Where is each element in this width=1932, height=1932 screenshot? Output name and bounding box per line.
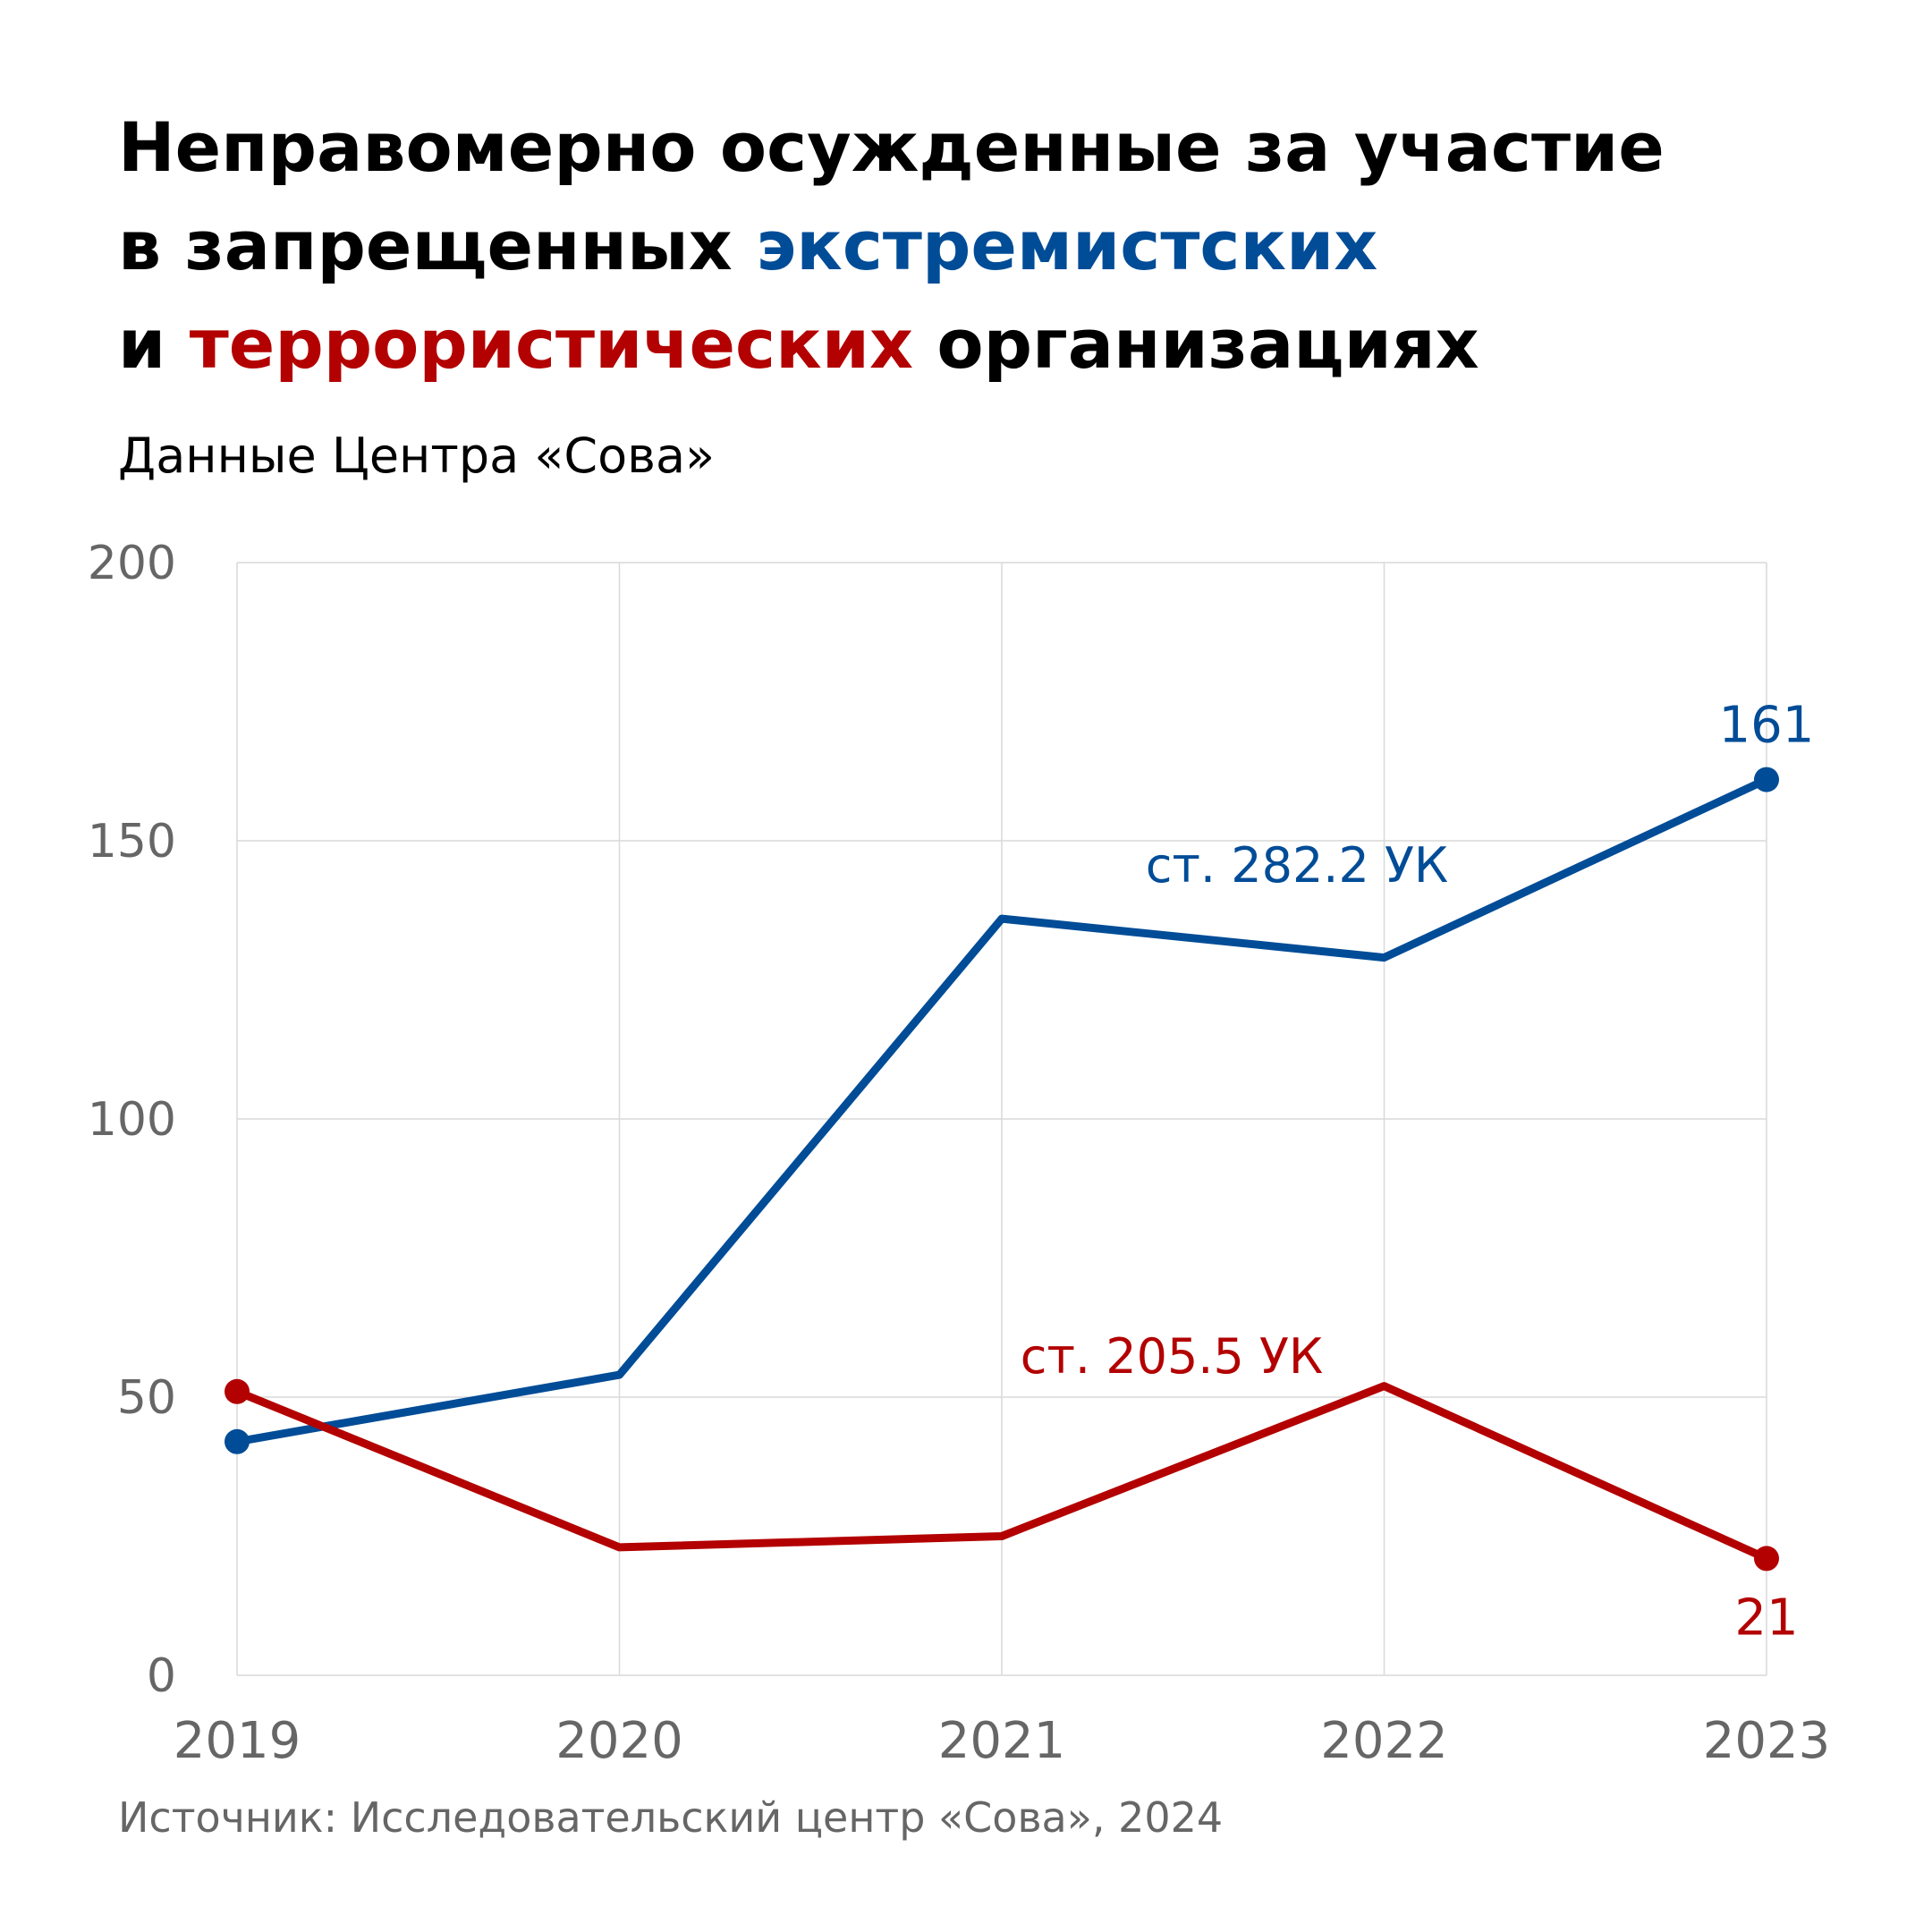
data-label: 161 [1719,697,1815,755]
title-line-3: и террористических организациях [118,295,1862,394]
series-point [225,1428,250,1454]
series-name-label: ст. 282.2 УК [1146,837,1448,894]
x-tick-label: 2019 [174,1712,301,1770]
y-tick-label: 200 [88,537,176,590]
x-tick-label: 2022 [1320,1712,1448,1770]
title-line-3-suffix: организациях [912,304,1479,384]
x-tick-label: 2021 [938,1712,1066,1770]
title-line-2: в запрещенных экстремистских [118,197,1862,295]
x-tick-label: 2020 [555,1712,683,1770]
y-tick-label: 100 [88,1093,176,1147]
data-label: 21 [1734,1589,1798,1647]
title-highlight-extremist: экстремистских [756,206,1378,285]
y-tick-label: 50 [117,1371,176,1425]
title-line-2-prefix: в запрещенных [118,206,757,285]
chart-title: Неправомерно осужденные за участие в зап… [118,98,1862,394]
source-note: Источник: Исследовательский центр «Сова»… [118,1793,1224,1842]
y-tick-label: 0 [147,1649,176,1703]
series-point [1754,767,1779,792]
series-point [225,1378,250,1404]
series-name-label: ст. 205.5 УК [1021,1328,1323,1385]
title-highlight-terrorist: террористических [189,304,913,384]
series-point [1754,1546,1779,1572]
title-line-3-prefix: и [118,304,190,384]
y-tick-label: 150 [88,815,176,869]
x-tick-label: 2023 [1703,1712,1831,1770]
series-line [233,1382,1771,1563]
title-line-1: Неправомерно осужденные за участие [118,107,1665,187]
series-line [233,775,1771,1446]
chart-subtitle: Данные Центра «Сова» [118,428,716,484]
